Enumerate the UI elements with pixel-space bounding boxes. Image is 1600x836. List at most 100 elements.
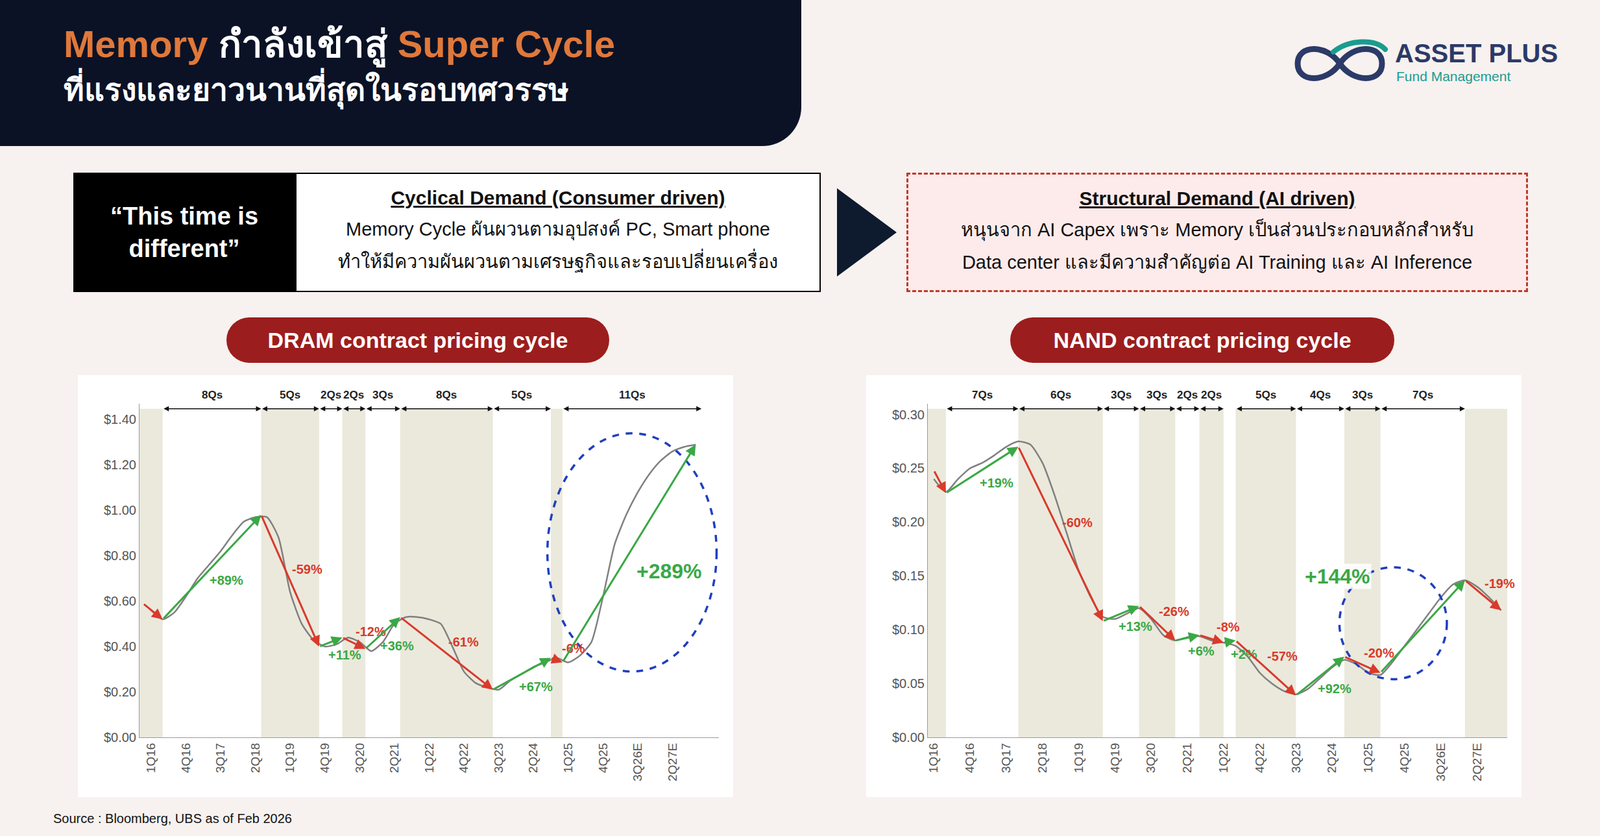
svg-text:2Q27E: 2Q27E — [1470, 742, 1484, 782]
svg-text:-26%: -26% — [1158, 604, 1190, 619]
svg-text:4Q22: 4Q22 — [456, 742, 471, 773]
svg-text:3Q20: 3Q20 — [1143, 742, 1158, 773]
svg-text:-59%: -59% — [291, 561, 323, 577]
svg-text:1Q19: 1Q19 — [1071, 742, 1086, 773]
svg-text:-57%: -57% — [1267, 648, 1298, 664]
svg-text:$0.10: $0.10 — [892, 622, 925, 637]
svg-text:$0.00: $0.00 — [892, 729, 925, 745]
svg-text:5Qs: 5Qs — [279, 388, 301, 401]
svg-text:4Q22: 4Q22 — [1252, 742, 1267, 773]
svg-text:2Q21: 2Q21 — [387, 742, 401, 773]
html-text:หนุนจาก AI Capex เพราะ Memory: หนุนจาก AI Capex เพราะ Memory เป็นส่วนปร… — [960, 219, 1474, 241]
svg-text:+289%: +289% — [636, 559, 703, 583]
svg-text:3Qs: 3Qs — [1146, 388, 1168, 401]
svg-text:7Qs: 7Qs — [1412, 388, 1434, 401]
svg-text:3Q23: 3Q23 — [1289, 742, 1303, 773]
html-text:Memory กำลังเข้าสู่ Super Cycl: Memory กำลังเข้าสู่ Super Cycle — [63, 22, 616, 65]
svg-text:8Qs: 8Qs — [201, 388, 223, 401]
svg-text:1Q19: 1Q19 — [282, 742, 297, 773]
svg-text:8Qs: 8Qs — [436, 388, 457, 401]
svg-text:4Q25: 4Q25 — [1397, 742, 1412, 773]
html-text:DRAM contract pricing cycle: DRAM contract pricing cycle — [267, 327, 568, 352]
svg-text:2Qs: 2Qs — [1176, 388, 1198, 401]
svg-text:3Q17: 3Q17 — [999, 742, 1013, 773]
svg-text:$0.80: $0.80 — [103, 548, 137, 563]
svg-text:$1.00: $1.00 — [103, 502, 137, 518]
html-text:Memory Cycle ผันผวนตามอุปสงค์: Memory Cycle ผันผวนตามอุปสงค์ PC, Smart … — [345, 218, 771, 240]
svg-text:-19%: -19% — [1484, 576, 1516, 591]
html-text:“This time is different”: “This time is different” — [110, 202, 259, 263]
html-text:ASSET PLUS: ASSET PLUS — [1394, 38, 1558, 68]
svg-text:+92%: +92% — [1317, 681, 1352, 696]
svg-text:+19%: +19% — [979, 475, 1014, 490]
svg-text:1Q25: 1Q25 — [561, 742, 575, 773]
svg-text:4Q19: 4Q19 — [317, 742, 332, 773]
svg-text:3Qs: 3Qs — [1352, 388, 1373, 401]
svg-text:2Q27E: 2Q27E — [665, 742, 680, 782]
svg-text:+89%: +89% — [209, 572, 244, 588]
svg-text:+11%: +11% — [328, 647, 362, 662]
html-text:ที่แรงและยาวนานที่สุดในรอบทศวร: ที่แรงและยาวนานที่สุดในรอบทศวรรษ — [63, 72, 570, 108]
svg-text:2Q18: 2Q18 — [248, 742, 263, 773]
svg-text:3Q17: 3Q17 — [213, 742, 228, 773]
svg-text:4Q16: 4Q16 — [179, 742, 193, 773]
svg-text:$1.20: $1.20 — [103, 457, 137, 472]
svg-text:$0.20: $0.20 — [892, 514, 925, 529]
html-text:ทำให้มีความผันผวนตามเศรษฐกิจแล: ทำให้มีความผันผวนตามเศรษฐกิจและรอบเปลี่ย… — [338, 251, 778, 272]
svg-text:1Q16: 1Q16 — [144, 742, 158, 773]
svg-text:-6%: -6% — [561, 641, 586, 656]
svg-text:2Q24: 2Q24 — [1324, 742, 1339, 773]
svg-text:+13%: +13% — [1118, 618, 1153, 634]
svg-text:3Q26E: 3Q26E — [630, 742, 645, 782]
svg-text:5Qs: 5Qs — [1255, 388, 1277, 401]
svg-text:2Q18: 2Q18 — [1035, 742, 1050, 773]
svg-text:5Qs: 5Qs — [511, 388, 533, 401]
svg-text:6Qs: 6Qs — [1050, 388, 1072, 401]
html-text:Cyclical Demand (Consumer driv: Cyclical Demand (Consumer driven) — [390, 186, 726, 209]
svg-text:$0.20: $0.20 — [103, 684, 137, 699]
svg-text:$0.60: $0.60 — [103, 593, 137, 608]
svg-text:4Q16: 4Q16 — [962, 742, 977, 773]
html-text:Structural Demand (AI driven): Structural Demand (AI driven) — [1079, 187, 1356, 209]
svg-text:4Q19: 4Q19 — [1108, 742, 1122, 773]
svg-text:3Qs: 3Qs — [372, 388, 394, 401]
svg-text:+6%: +6% — [1187, 643, 1215, 658]
html-text:Source : Bloomberg, UBS as of: Source : Bloomberg, UBS as of Feb 2026 — [53, 811, 292, 826]
svg-text:1Q25: 1Q25 — [1361, 742, 1375, 773]
svg-text:+36%: +36% — [380, 638, 414, 653]
svg-text:-12%: -12% — [355, 624, 387, 639]
svg-text:3Q26E: 3Q26E — [1433, 742, 1448, 782]
svg-text:2Qs: 2Qs — [1200, 388, 1222, 401]
svg-text:-61%: -61% — [448, 634, 479, 649]
html-text:Data center และมีความสำคัญต่อ: Data center และมีความสำคัญต่อ AI Trainin… — [962, 251, 1473, 273]
svg-text:-20%: -20% — [1363, 645, 1395, 660]
svg-text:$0.30: $0.30 — [892, 407, 925, 422]
svg-text:11Qs: 11Qs — [618, 388, 646, 401]
svg-text:$0.40: $0.40 — [103, 639, 137, 654]
svg-text:1Q22: 1Q22 — [1216, 742, 1231, 773]
svg-text:4Qs: 4Qs — [1309, 388, 1331, 401]
svg-text:+2%: +2% — [1230, 646, 1258, 662]
svg-text:2Qs: 2Qs — [320, 388, 342, 401]
svg-text:2Q21: 2Q21 — [1180, 742, 1194, 773]
svg-text:$0.15: $0.15 — [892, 568, 925, 583]
svg-text:2Qs: 2Qs — [343, 388, 364, 401]
svg-text:1Q16: 1Q16 — [926, 742, 941, 773]
svg-text:$1.40: $1.40 — [103, 412, 137, 427]
svg-text:2Q24: 2Q24 — [526, 742, 540, 773]
svg-text:4Q25: 4Q25 — [596, 742, 610, 773]
svg-text:-8%: -8% — [1216, 619, 1240, 634]
svg-text:3Q23: 3Q23 — [491, 742, 506, 773]
svg-text:-60%: -60% — [1062, 515, 1093, 530]
svg-text:$0.00: $0.00 — [103, 729, 137, 745]
svg-text:$0.05: $0.05 — [892, 676, 925, 691]
svg-text:+67%: +67% — [519, 679, 553, 694]
svg-text:3Qs: 3Qs — [1110, 388, 1132, 401]
svg-text:1Q22: 1Q22 — [422, 742, 437, 773]
html-text:Fund Management: Fund Management — [1396, 68, 1511, 84]
svg-text:3Q20: 3Q20 — [352, 742, 367, 773]
svg-text:$0.25: $0.25 — [892, 460, 925, 475]
svg-text:+144%: +144% — [1304, 564, 1371, 588]
html-text:NAND contract pricing cycle: NAND contract pricing cycle — [1053, 327, 1352, 352]
svg-text:7Qs: 7Qs — [971, 388, 993, 401]
